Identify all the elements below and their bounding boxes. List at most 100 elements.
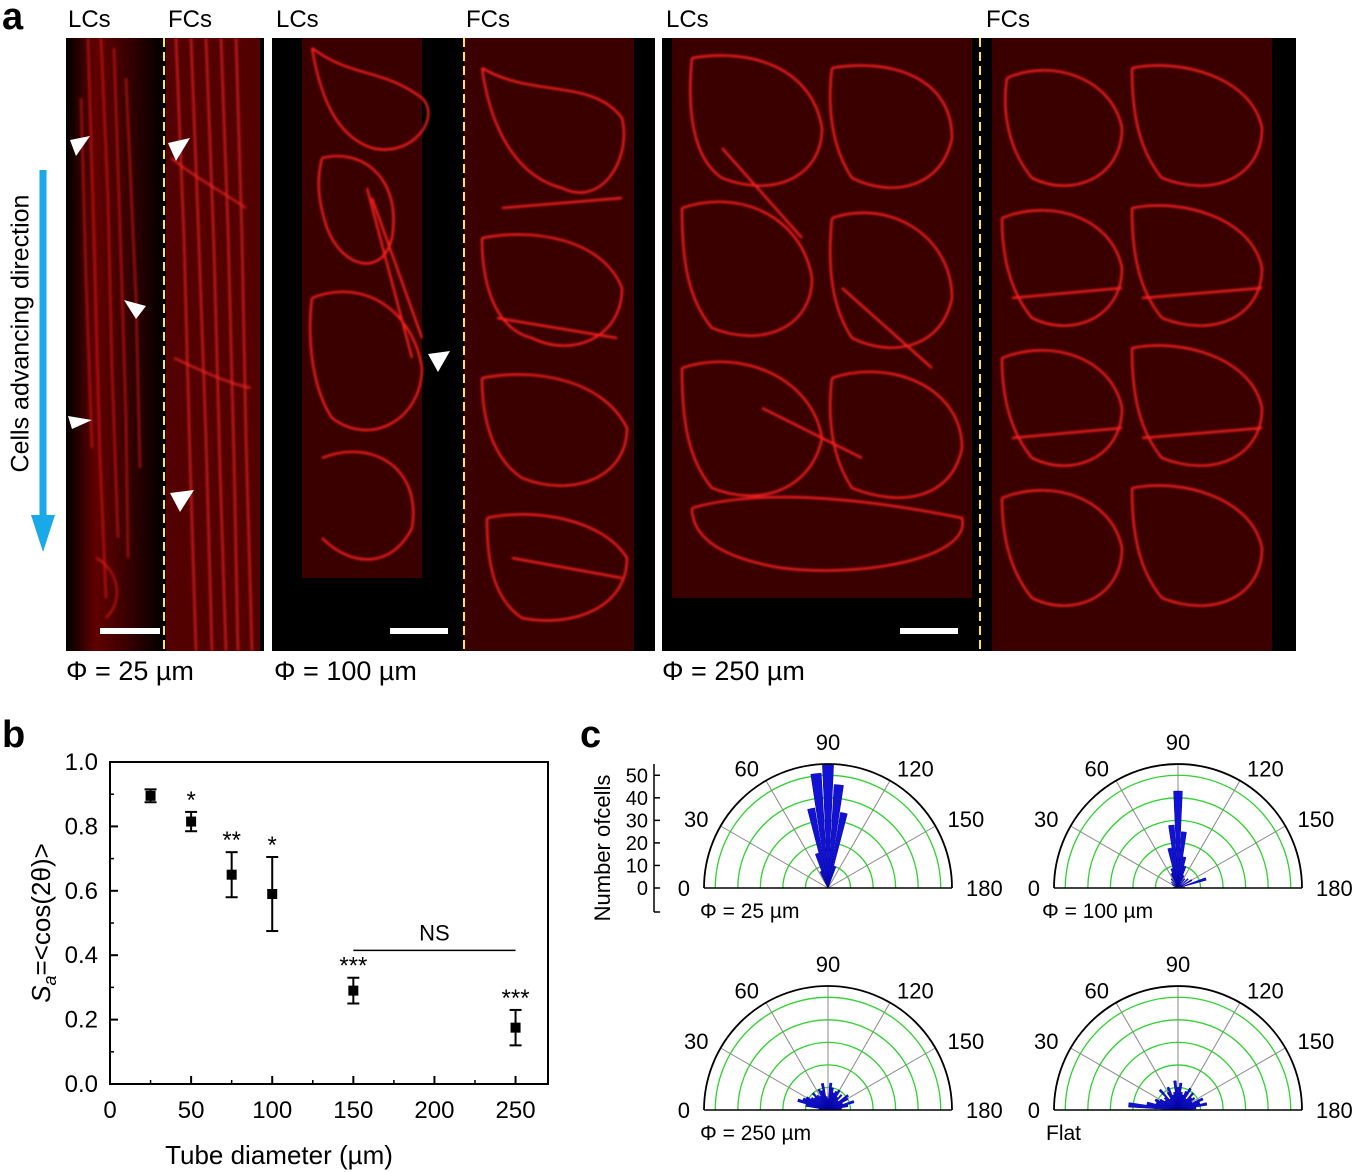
angle-label: 60 xyxy=(1085,756,1109,781)
y-tick-label: 0.0 xyxy=(65,1071,98,1098)
polar-bar xyxy=(1177,1097,1204,1111)
angle-label: 150 xyxy=(948,1029,985,1054)
polar-bar xyxy=(827,1097,849,1111)
significance-label: *** xyxy=(502,985,530,1012)
diameter-label-100: Φ = 100 µm xyxy=(274,656,417,686)
polar-bar xyxy=(811,1092,829,1111)
angle-label: 30 xyxy=(684,1029,708,1054)
polar-bar xyxy=(813,1096,829,1111)
y-tick-label: 1.0 xyxy=(65,749,98,776)
angle-label: 150 xyxy=(948,807,985,832)
polar-spoke xyxy=(827,780,891,889)
panel-b-letter: b xyxy=(2,714,26,756)
angle-label: 0 xyxy=(678,876,690,901)
significance-label: * xyxy=(268,832,277,859)
polar-bar xyxy=(1170,881,1179,889)
polar-outer-arc xyxy=(703,985,953,1111)
polar-bar xyxy=(819,870,829,889)
group2-left-label: LCs xyxy=(276,6,319,33)
angle-label: 60 xyxy=(1085,978,1109,1003)
polar-spoke xyxy=(1177,825,1286,889)
angle-label: 60 xyxy=(735,756,759,781)
radial-tick-label: 30 xyxy=(626,810,648,832)
polar-bar xyxy=(1170,878,1179,889)
polar-spoke xyxy=(765,1002,829,1111)
polar-bar xyxy=(1173,1080,1179,1111)
polar-bar xyxy=(1177,878,1189,889)
angle-label: 30 xyxy=(1034,1029,1058,1054)
y-axis-title: Sa=<cos(2θ)> xyxy=(26,843,60,1003)
angle-label: 90 xyxy=(816,952,840,977)
panel-a-letter: a xyxy=(2,0,24,38)
polar-bar xyxy=(810,772,829,889)
polar-outer-arc xyxy=(1053,763,1303,889)
panel-c-letter: c xyxy=(580,714,602,756)
polar-bar xyxy=(1177,879,1193,889)
polar-bar xyxy=(827,1104,849,1111)
data-point xyxy=(510,1022,521,1033)
data-point xyxy=(186,816,197,827)
angle-label: 90 xyxy=(816,730,840,755)
y-tick-label: 0.2 xyxy=(65,1007,98,1034)
micrograph-100um xyxy=(272,38,655,651)
angle-label: 180 xyxy=(966,876,1003,901)
polar-spoke xyxy=(1115,1002,1179,1111)
polar-bar xyxy=(1170,868,1179,889)
polar-bar xyxy=(827,1100,855,1111)
polar-bar xyxy=(1177,1096,1193,1111)
polar-bar xyxy=(814,852,829,889)
polar-spoke xyxy=(1115,780,1179,889)
polar-spoke xyxy=(720,825,829,889)
micrograph-25um xyxy=(66,38,264,651)
x-tick-label: 0 xyxy=(103,1097,116,1124)
data-point xyxy=(267,889,278,900)
angle-label: 60 xyxy=(735,978,759,1003)
angle-label: 180 xyxy=(1316,1098,1353,1123)
radial-tick-label: 40 xyxy=(626,788,648,810)
x-tick-label: 100 xyxy=(252,1097,292,1124)
diameter-label-25: Φ = 25 µm xyxy=(66,656,194,686)
polar-spoke xyxy=(1070,1047,1179,1111)
orientation-polar-charts: 0 30 60 90 120 150 180 Φ = 25 µm 0 30 60 90 120 150 18… xyxy=(590,730,1353,1145)
radial-tick-label: 10 xyxy=(626,855,648,877)
x-axis-title: Tube diameter (µm) xyxy=(165,1140,393,1170)
y-tick-label: 0.6 xyxy=(65,878,98,905)
x-tick-label: 150 xyxy=(333,1097,373,1124)
data-point xyxy=(348,985,359,996)
angle-label: 120 xyxy=(1247,756,1284,781)
polar-plot-label: Φ = 100 µm xyxy=(1042,900,1153,923)
polar-bar xyxy=(1166,1086,1179,1111)
angle-label: 0 xyxy=(1028,1098,1040,1123)
polar-outer-arc xyxy=(1053,985,1303,1111)
angle-label: 150 xyxy=(1298,1029,1335,1054)
polar-bar xyxy=(817,1088,829,1111)
group2-right-label: FCs xyxy=(466,6,510,33)
advancing-direction-arrow xyxy=(31,170,55,552)
polar-spoke xyxy=(1177,1047,1286,1111)
data-point xyxy=(226,869,237,880)
polar-bar xyxy=(1176,1087,1180,1111)
polar-bar xyxy=(816,1094,829,1111)
polar-bar xyxy=(1158,1088,1179,1111)
polar-spoke xyxy=(765,780,829,889)
polar-bar xyxy=(820,1083,829,1111)
polar-bar xyxy=(1167,847,1179,889)
micrograph-250um xyxy=(662,38,1296,651)
polar-plot-label: Φ = 25 µm xyxy=(700,900,799,923)
polar-bar xyxy=(1177,1092,1195,1111)
ns-label: NS xyxy=(419,920,450,945)
angle-label: 120 xyxy=(897,756,934,781)
polar-bar xyxy=(1173,790,1183,889)
polar-bar xyxy=(1177,877,1207,889)
polar-bar xyxy=(1177,1096,1196,1111)
angle-label: 120 xyxy=(1247,978,1284,1003)
x-tick-label: 250 xyxy=(496,1097,536,1124)
angle-label: 90 xyxy=(1166,730,1190,755)
polar-bar xyxy=(1168,824,1179,889)
polar-outer-arc xyxy=(703,763,953,889)
polar-bar xyxy=(827,865,837,889)
polar-bar xyxy=(1173,1091,1179,1111)
polar-spoke xyxy=(827,825,936,889)
polar-bar xyxy=(807,807,829,889)
significance-label: *** xyxy=(339,953,367,980)
